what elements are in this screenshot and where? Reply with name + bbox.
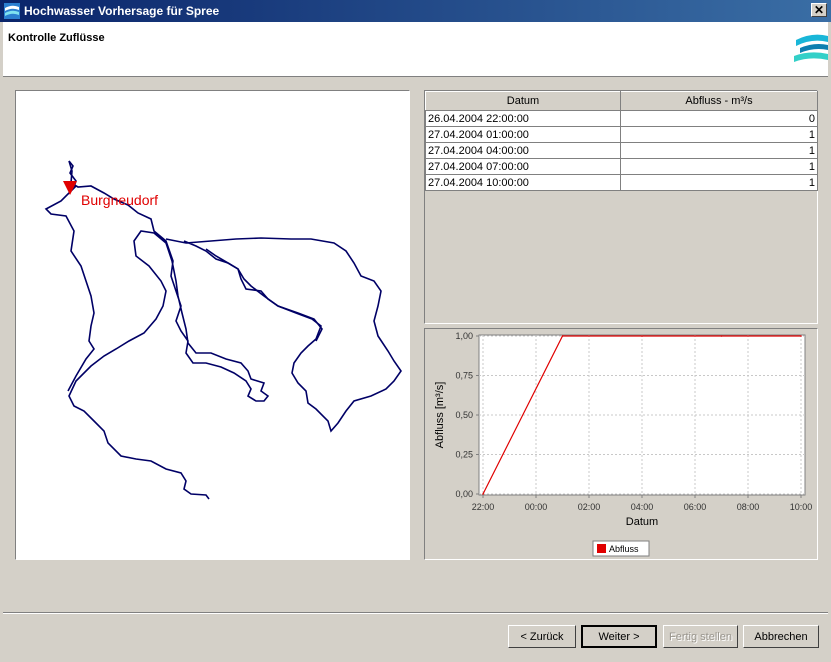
station-label: Burgneudorf: [81, 192, 158, 208]
column-header-datum[interactable]: Datum: [425, 91, 621, 111]
legend-swatch-abfluss: [597, 544, 606, 553]
footer-divider: [3, 612, 828, 614]
y-tick-label: 0,00: [455, 489, 473, 499]
cell-datum[interactable]: 27.04.2004 04:00:00: [425, 142, 621, 159]
cell-abfluss[interactable]: 1: [620, 142, 818, 159]
cell-abfluss[interactable]: 1: [620, 158, 818, 175]
y-tick-label: 0,75: [455, 371, 473, 381]
table-row[interactable]: 26.04.2004 22:00:00 0: [425, 110, 818, 127]
data-point: [800, 335, 802, 337]
x-tick-label: 06:00: [684, 502, 707, 512]
map-panel[interactable]: Burgneudorf: [15, 90, 410, 560]
window-title: Hochwasser Vorhersage für Spree: [24, 4, 220, 18]
wizard-header: Kontrolle Zuflüsse: [3, 22, 828, 77]
cell-abfluss[interactable]: 0: [620, 110, 818, 127]
back-button[interactable]: < Zurück: [508, 625, 576, 648]
table-row[interactable]: 27.04.2004 07:00:00 1: [425, 158, 818, 175]
x-tick-label: 10:00: [790, 502, 813, 512]
data-point: [482, 493, 484, 495]
cancel-button[interactable]: Abbrechen: [743, 625, 819, 648]
river-logo-icon: [794, 34, 828, 62]
y-axis-label: Abfluss [m³/s]: [434, 382, 446, 449]
x-tick-label: 02:00: [578, 502, 601, 512]
data-point: [720, 335, 723, 337]
x-axis-label: Datum: [626, 516, 658, 528]
cell-datum[interactable]: 26.04.2004 22:00:00: [425, 110, 621, 127]
cell-datum[interactable]: 27.04.2004 01:00:00: [425, 126, 621, 143]
finish-button[interactable]: Fertig stellen: [663, 625, 738, 648]
x-tick-label: 00:00: [525, 502, 548, 512]
y-tick-label: 0,50: [455, 410, 473, 420]
app-icon: [4, 3, 20, 19]
discharge-table-panel: Datum Abfluss - m³/s 26.04.2004 22:00:00…: [424, 90, 818, 324]
title-bar: Hochwasser Vorhersage für Spree ✕: [0, 0, 831, 22]
close-button[interactable]: ✕: [811, 3, 827, 17]
catchment-outline-main: [44, 185, 95, 392]
table-row[interactable]: 27.04.2004 04:00:00 1: [425, 142, 818, 159]
cell-abfluss[interactable]: 1: [620, 126, 818, 143]
discharge-chart: 0,00 0,25 0,50 0,75 1,00 22:00 00:00 02:00 04:00…: [434, 331, 813, 557]
table-row[interactable]: 27.04.2004 01:00:00 1: [425, 126, 818, 143]
page-title: Kontrolle Zuflüsse: [8, 32, 105, 44]
next-button[interactable]: Weiter >: [581, 625, 657, 648]
table-row[interactable]: 27.04.2004 10:00:00 1: [425, 174, 818, 191]
close-icon: ✕: [813, 3, 825, 17]
column-header-abfluss[interactable]: Abfluss - m³/s: [620, 91, 818, 111]
data-point: [641, 335, 643, 337]
cell-datum[interactable]: 27.04.2004 10:00:00: [425, 174, 621, 191]
table-header-row: Datum Abfluss - m³/s: [425, 91, 818, 111]
cell-datum[interactable]: 27.04.2004 07:00:00: [425, 158, 621, 175]
legend-box: [592, 540, 650, 557]
data-point: [561, 335, 564, 337]
y-tick-label: 1,00: [455, 331, 473, 341]
catchment-outline-east: [165, 237, 402, 433]
x-tick-label: 04:00: [631, 502, 654, 512]
x-tick-label: 22:00: [472, 502, 495, 512]
discharge-chart-panel: 0,00 0,25 0,50 0,75 1,00 22:00 00:00 02:00 04:00…: [424, 328, 818, 560]
catchment-outline-west: [68, 160, 270, 500]
catchment-map[interactable]: Burgneudorf: [16, 91, 409, 559]
discharge-table: Datum Abfluss - m³/s 26.04.2004 22:00:00…: [425, 91, 818, 191]
station-marker-icon[interactable]: [63, 181, 77, 195]
catchment-outline-inner: [205, 248, 323, 342]
y-tick-label: 0,25: [455, 450, 473, 460]
x-tick-label: 08:00: [737, 502, 760, 512]
cell-abfluss[interactable]: 1: [620, 174, 818, 191]
legend-label-abfluss: Abfluss: [609, 544, 639, 554]
